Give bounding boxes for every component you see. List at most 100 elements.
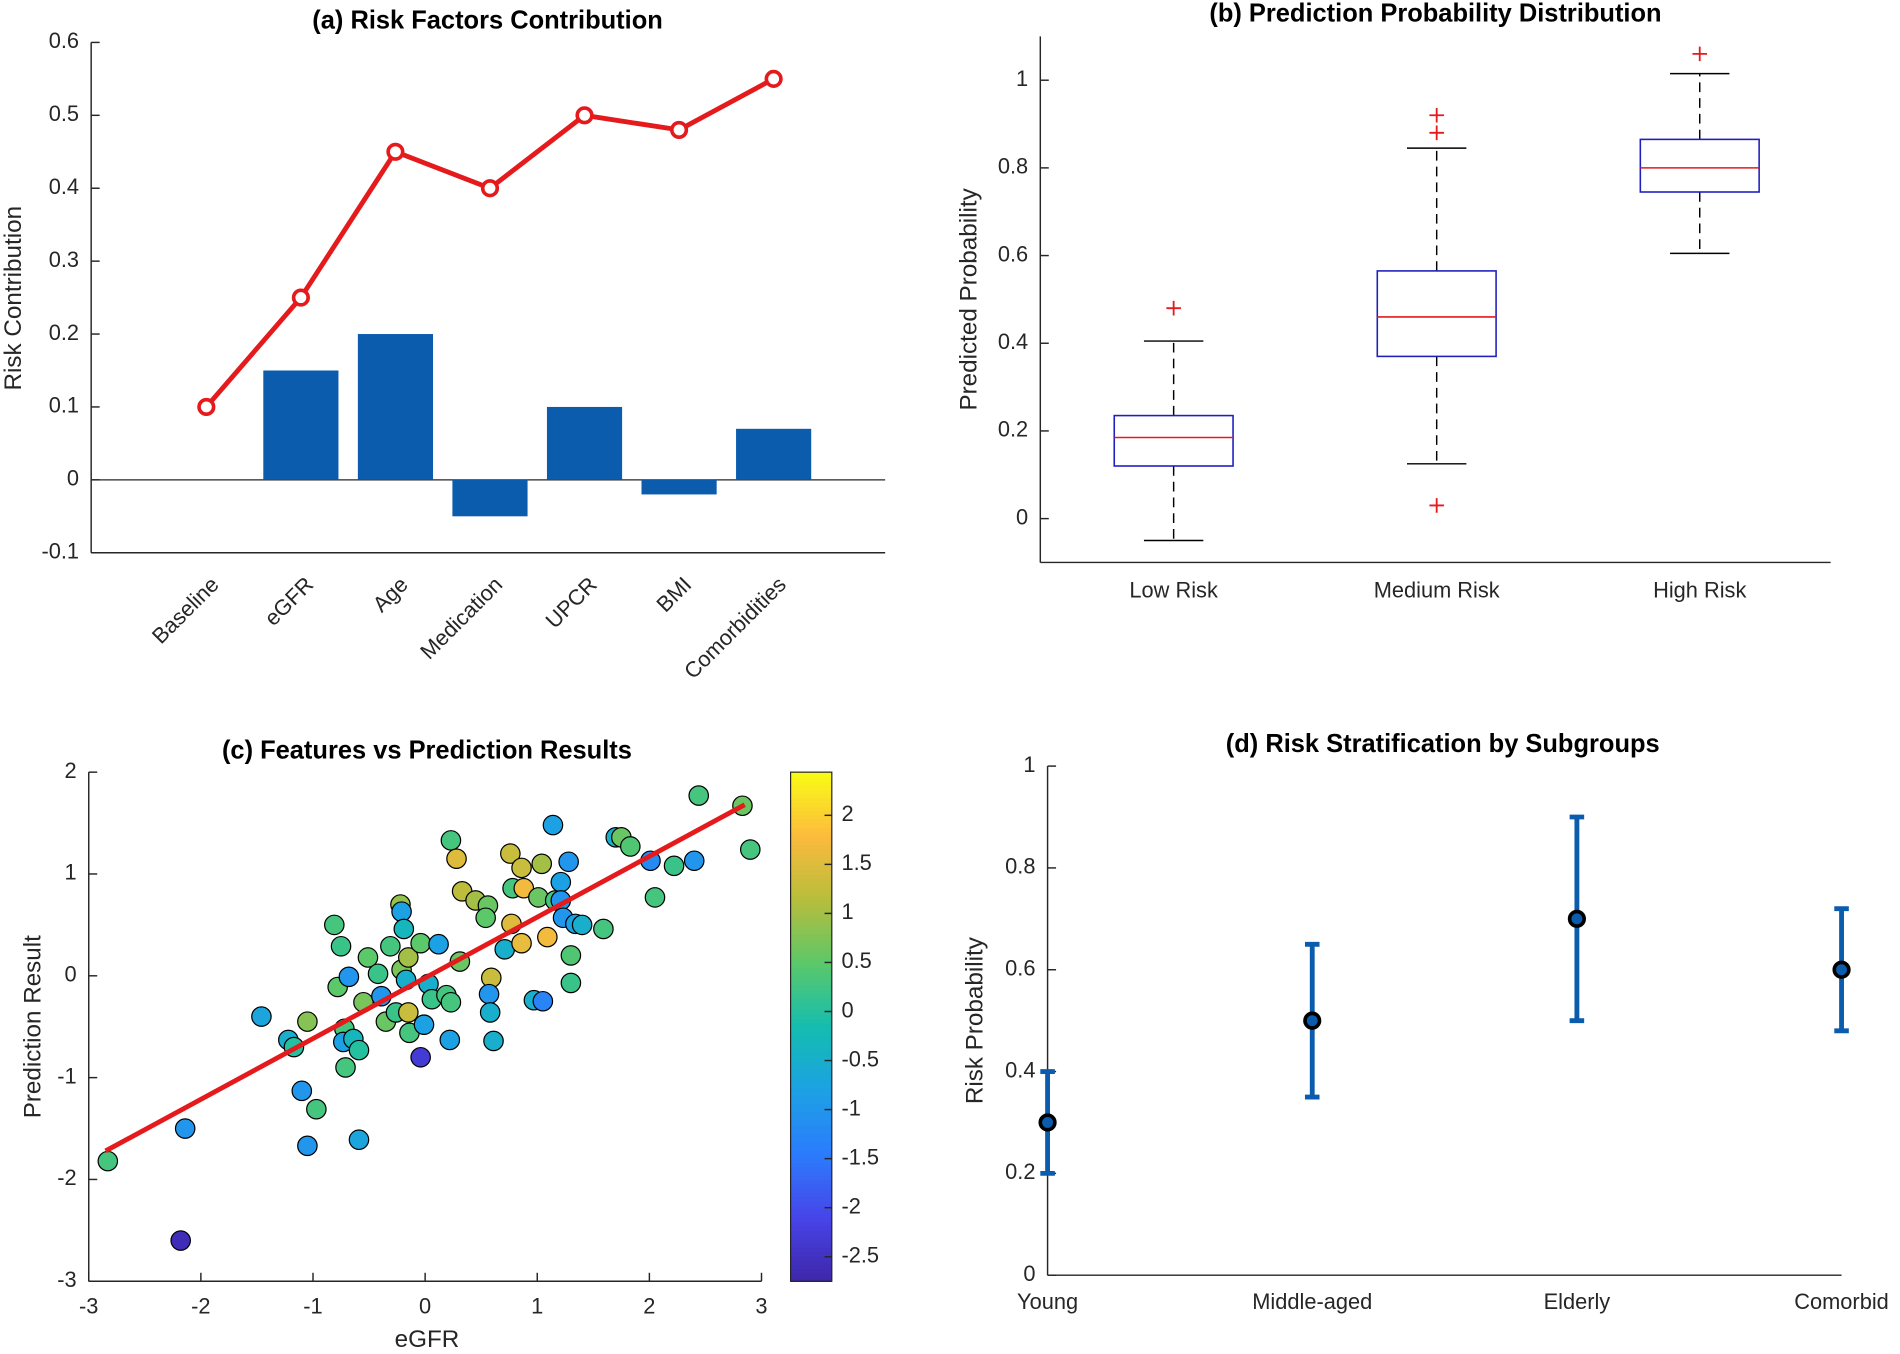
colorbar-segment (790, 827, 832, 833)
colorbar-segment (790, 1213, 832, 1219)
colorbar-segment (790, 1187, 832, 1193)
scatter-point (338, 966, 360, 988)
colorbar-segment (790, 1115, 832, 1121)
scatter-point (542, 814, 564, 836)
colorbar-segment (790, 1035, 832, 1041)
colorbar-segment (790, 806, 832, 812)
x-tick-label: 1 (531, 1294, 543, 1319)
x-tick-label: Medium Risk (1374, 577, 1500, 602)
colorbar-segment (790, 886, 832, 892)
scatter-point (483, 1030, 504, 1052)
scatter-point (348, 1129, 370, 1151)
colorbar-segment (790, 997, 832, 1002)
scatter-point (380, 935, 401, 957)
scatter-point (558, 851, 579, 873)
scatter-point (391, 901, 412, 922)
colorbar-segment (790, 1230, 832, 1236)
colorbar-segment (790, 895, 832, 901)
x-tick-label: 3 (755, 1294, 767, 1319)
bar (546, 406, 623, 480)
y-tick-label: 0.6 (49, 28, 79, 53)
bar (452, 479, 528, 517)
scatter-point (446, 848, 467, 870)
y-tick-label: -1 (57, 1063, 76, 1088)
x-tick-label: Middle-aged (1252, 1289, 1372, 1314)
colorbar-segment (790, 907, 832, 913)
colorbar-segment (790, 980, 832, 986)
line-marker (480, 179, 500, 198)
x-tick-label: -1 (303, 1294, 322, 1319)
line-marker (386, 142, 405, 161)
point (1038, 1113, 1057, 1132)
scatter-point (440, 830, 462, 851)
colorbar-segment (790, 1153, 832, 1159)
colorbar-segment (790, 958, 832, 964)
scatter-point (306, 1098, 327, 1120)
colorbar-segment (790, 865, 832, 871)
y-tick-label: 1 (1023, 752, 1035, 777)
colorbar-tick-label: 1.5 (842, 850, 872, 875)
y-axis-label: Prediction Result (20, 935, 47, 1118)
colorbar-segment (790, 899, 832, 905)
colorbar-segment (790, 1196, 832, 1202)
colorbar-segment (790, 780, 832, 786)
y-tick-label: -2 (57, 1165, 76, 1190)
scatter-point (413, 1014, 435, 1035)
colorbar-segment (790, 1001, 832, 1007)
colorbar-segment (790, 1013, 832, 1019)
scatter-point (571, 914, 593, 936)
y-tick-label: 1 (1016, 66, 1028, 91)
colorbar-segment (790, 954, 832, 960)
scatter-point (479, 1002, 501, 1023)
colorbar-segment (790, 1251, 832, 1257)
y-axis-label: Risk Contribution (0, 206, 27, 391)
colorbar-segment (790, 1111, 832, 1117)
scatter-point (513, 877, 535, 899)
scatter-point (367, 963, 389, 985)
point (1832, 960, 1851, 979)
scatter-point (357, 947, 379, 968)
colorbar-segment (790, 1170, 832, 1176)
colorbar-segment (790, 878, 832, 884)
colorbar-segment (790, 857, 832, 862)
colorbar-segment (790, 946, 832, 952)
bar (357, 334, 434, 480)
colorbar-segment (790, 1145, 832, 1151)
x-tick-label: 0 (419, 1294, 431, 1319)
colorbar-tick-label: 0 (842, 997, 854, 1022)
scatter-point (478, 983, 500, 1005)
colorbar-segment (790, 984, 832, 990)
y-tick-label: 0.5 (49, 101, 79, 126)
box (1639, 138, 1760, 193)
box (1113, 414, 1234, 467)
scatter-point (297, 1135, 318, 1157)
colorbar-segment (790, 1175, 832, 1181)
scatter-point (511, 932, 532, 954)
chart-title: (c) Features vs Prediction Results (222, 736, 632, 764)
scatter-point (330, 935, 352, 957)
colorbar-segment (790, 920, 832, 926)
x-tick-label: High Risk (1653, 577, 1746, 602)
colorbar-segment (790, 1090, 832, 1096)
colorbar-segment (790, 975, 832, 981)
scatter-point (410, 1046, 431, 1068)
colorbar-tick-label: -1.5 (842, 1144, 880, 1169)
scatter-point (663, 855, 685, 877)
colorbar-tick-label: -2 (842, 1193, 861, 1218)
y-tick-label: 0.1 (49, 393, 79, 418)
scatter-point (500, 843, 521, 864)
y-tick-label: 0.8 (1005, 854, 1035, 879)
y-tick-label: 0 (1016, 504, 1028, 529)
colorbar-segment (790, 852, 832, 858)
colorbar-segment (790, 1209, 832, 1215)
line-marker (575, 106, 594, 125)
colorbar-segment (790, 1018, 832, 1024)
colorbar-tick-label: 1 (842, 899, 854, 924)
scatter-point (550, 871, 572, 893)
y-tick-label: 0.8 (998, 154, 1028, 179)
colorbar-segment (790, 941, 832, 947)
scatter-point (528, 887, 549, 908)
colorbar-segment (790, 1124, 832, 1130)
y-tick-label: 0.6 (1005, 956, 1035, 981)
colorbar-segment (790, 937, 832, 943)
